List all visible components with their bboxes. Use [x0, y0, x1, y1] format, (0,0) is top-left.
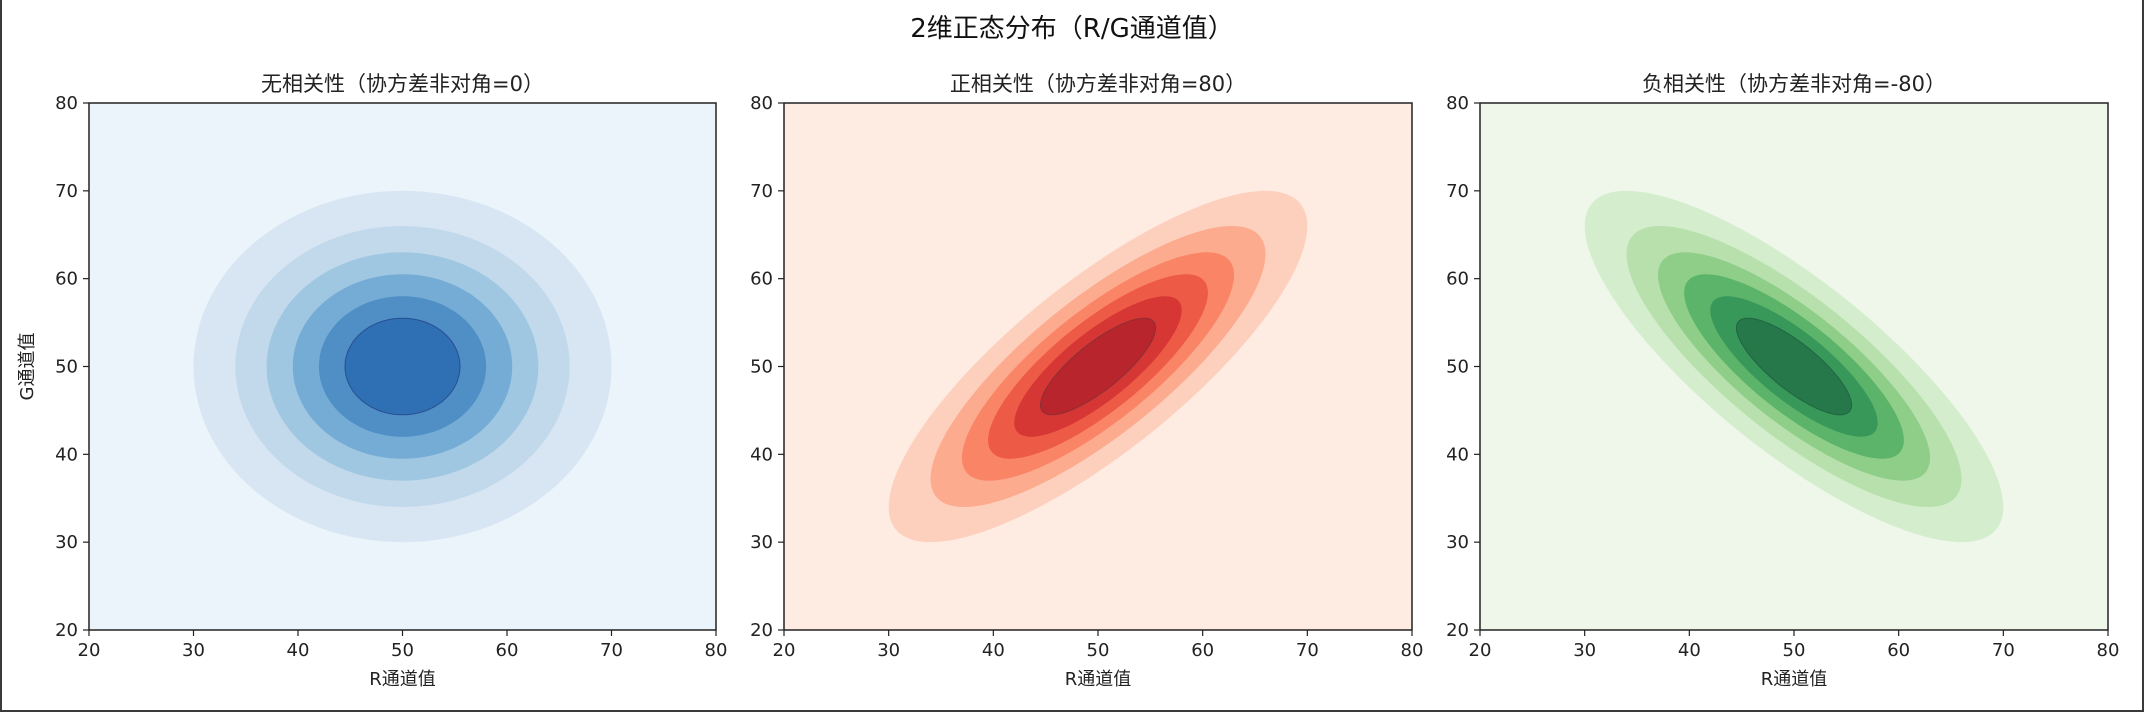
chart-title: 正相关性（协方差非对角=80） — [950, 72, 1246, 96]
y-tick-label: 40 — [55, 444, 78, 465]
y-tick-label: 20 — [750, 620, 773, 641]
contour-level-6 — [1735, 317, 1853, 416]
y-tick-label: 60 — [750, 269, 773, 290]
y-tick-label: 30 — [1446, 532, 1469, 553]
y-tick-label: 70 — [750, 181, 773, 202]
x-tick-label: 30 — [877, 640, 900, 661]
y-tick-label: 50 — [1446, 357, 1469, 378]
x-tick-label: 20 — [78, 640, 101, 661]
y-tick-label: 80 — [750, 93, 773, 114]
x-tick-label: 20 — [773, 640, 796, 661]
x-tick-label: 60 — [1191, 640, 1214, 661]
x-tick-label: 50 — [1783, 640, 1806, 661]
x-tick-label: 80 — [1401, 640, 1424, 661]
chart-title: 无相关性（协方差非对角=0） — [261, 72, 544, 96]
contour-group — [1584, 190, 2004, 543]
y-tick-label: 70 — [55, 181, 78, 202]
x-tick-label: 80 — [705, 640, 728, 661]
x-tick-label: 40 — [287, 640, 310, 661]
x-axis-label: R通道值 — [369, 669, 436, 690]
y-tick-label: 20 — [55, 620, 78, 641]
x-axis-label: R通道值 — [1065, 669, 1132, 690]
x-tick-label: 40 — [1678, 640, 1701, 661]
y-tick-label: 40 — [1446, 444, 1469, 465]
y-tick-label: 80 — [55, 93, 78, 114]
chart-panel-1: 20 30 40 50 60 70 80 20 30 40 50 60 70 80 无相关性（协方差非对角=… — [17, 72, 727, 690]
contour-group — [888, 190, 1308, 543]
y-tick-label: 50 — [55, 357, 78, 378]
x-tick-label: 70 — [1296, 640, 1319, 661]
chart-panel-2: 20 30 40 50 60 70 80 20 30 40 50 60 70 80 正相关性（协方差非对角=… — [750, 72, 1423, 690]
y-tick-label: 60 — [55, 269, 78, 290]
y-tick-label: 30 — [750, 532, 773, 553]
y-tick-label: 40 — [750, 444, 773, 465]
x-tick-label: 70 — [600, 640, 623, 661]
x-tick-label: 40 — [982, 640, 1005, 661]
x-axis-label: R通道值 — [1761, 669, 1828, 690]
y-axis-label: G通道值 — [17, 333, 38, 401]
contour-level-6 — [344, 317, 461, 416]
x-tick-label: 30 — [1573, 640, 1596, 661]
x-tick-label: 70 — [1992, 640, 2015, 661]
x-tick-label: 60 — [496, 640, 519, 661]
chart-title: 负相关性（协方差非对角=-80） — [1642, 72, 1946, 96]
x-tick-label: 50 — [391, 640, 414, 661]
y-tick-label: 50 — [750, 357, 773, 378]
chart-panel-3: 20 30 40 50 60 70 80 20 30 40 50 60 70 80 负相关性（协方差非对角=… — [1446, 72, 2119, 690]
x-tick-label: 30 — [182, 640, 205, 661]
x-tick-label: 20 — [1469, 640, 1492, 661]
y-tick-label: 80 — [1446, 93, 1469, 114]
contour-level-6 — [1039, 317, 1157, 416]
contour-group — [193, 190, 612, 543]
y-tick-label: 30 — [55, 532, 78, 553]
y-tick-label: 20 — [1446, 620, 1469, 641]
y-tick-label: 70 — [1446, 181, 1469, 202]
x-tick-label: 60 — [1887, 640, 1910, 661]
x-tick-label: 80 — [2097, 640, 2120, 661]
y-tick-label: 60 — [1446, 269, 1469, 290]
x-tick-label: 50 — [1087, 640, 1110, 661]
figure-suptitle: 2维正态分布（R/G通道值） — [910, 14, 1234, 44]
